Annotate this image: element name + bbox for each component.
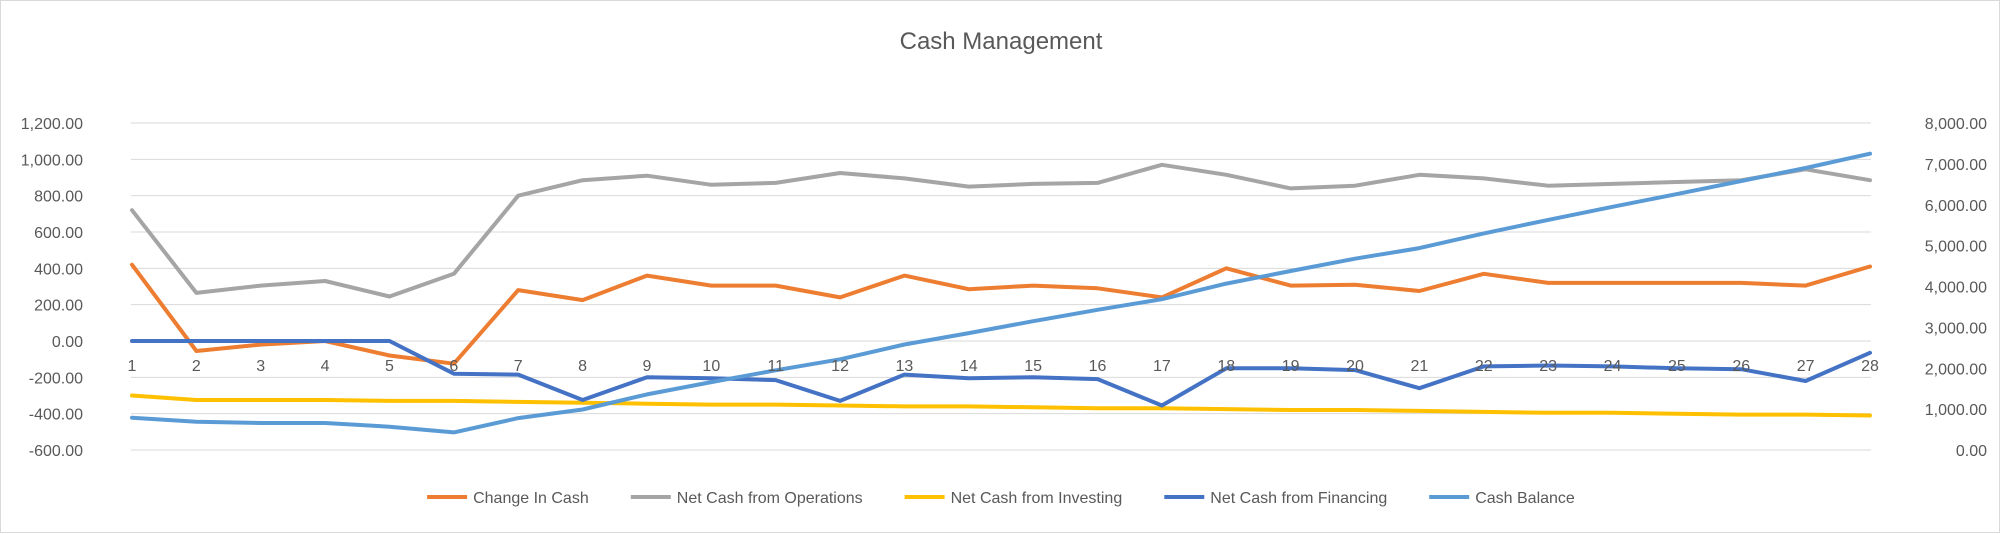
left-tick-label: 1,200.00: [21, 116, 83, 133]
x-tick-label: 7: [514, 358, 523, 375]
x-tick-label: 5: [385, 358, 394, 375]
x-tick-label: 13: [896, 358, 914, 375]
right-tick-label: 0.00: [1956, 443, 1987, 460]
x-tick-label: 10: [702, 358, 720, 375]
x-tick-label: 16: [1089, 358, 1107, 375]
series-line-net-cash-from-financing: [130, 339, 1872, 408]
x-tick-label: 14: [960, 358, 978, 375]
series-line-cash-balance: [130, 151, 1872, 435]
legend-label: Net Cash from Investing: [951, 490, 1123, 507]
x-tick-label: 19: [1282, 358, 1300, 375]
right-tick-label: 3,000.00: [1925, 320, 1987, 337]
legend-label: Change In Cash: [473, 490, 589, 507]
gridlines: [131, 122, 1871, 451]
left-tick-label: -400.00: [29, 407, 83, 424]
legend-item: Cash Balance: [1429, 490, 1575, 507]
x-tick-label: 15: [1024, 358, 1042, 375]
left-tick-label: -600.00: [29, 443, 83, 460]
x-tick-label: 20: [1346, 358, 1364, 375]
left-tick-label: 1,000.00: [21, 152, 83, 169]
left-tick-label: 0.00: [52, 334, 83, 351]
x-tick-label: 4: [321, 358, 330, 375]
series-line-net-cash-from-investing: [130, 393, 1872, 418]
x-tick-label: 23: [1539, 358, 1557, 375]
legend-item: Change In Cash: [427, 490, 589, 507]
x-tick-label: 25: [1668, 358, 1686, 375]
x-tick-label: 8: [578, 358, 587, 375]
x-tick-label: 24: [1604, 358, 1622, 375]
series-line-net-cash-from-operations: [130, 162, 1872, 299]
x-tick-label: 28: [1861, 358, 1879, 375]
x-tick-label: 22: [1475, 358, 1493, 375]
x-tick-label: 26: [1732, 358, 1750, 375]
x-tick-label: 1: [128, 358, 137, 375]
x-axis: 1 2 3 4 5 6 7 8 9 10 11 12 13 14 15 16 17 18 19 20 21 22 23 24 2…: [128, 358, 1879, 375]
right-tick-label: 8,000.00: [1925, 116, 1987, 133]
legend-label: Cash Balance: [1475, 490, 1575, 507]
left-tick-label: 600.00: [34, 225, 83, 242]
series-line-change-in-cash: [130, 262, 1872, 366]
x-tick-label: 6: [449, 358, 458, 375]
x-tick-label: 2: [192, 358, 201, 375]
left-tick-label: 800.00: [34, 189, 83, 206]
left-tick-label: -200.00: [29, 370, 83, 387]
x-tick-label: 27: [1797, 358, 1815, 375]
x-tick-label: 3: [256, 358, 265, 375]
legend-item: Net Cash from Operations: [630, 490, 863, 507]
x-tick-label: 18: [1217, 358, 1235, 375]
right-tick-label: 2,000.00: [1925, 361, 1987, 378]
x-tick-label: 17: [1153, 358, 1171, 375]
x-tick-label: 12: [831, 358, 849, 375]
right-tick-label: 1,000.00: [1925, 402, 1987, 419]
x-tick-label: 21: [1411, 358, 1429, 375]
legend-label: Net Cash from Operations: [677, 490, 863, 507]
right-axis: 0.00 1,000.00 2,000.00 3,000.00 4,000.00 5,00…: [1925, 116, 1987, 460]
right-tick-label: 6,000.00: [1925, 198, 1987, 215]
right-tick-label: 4,000.00: [1925, 280, 1987, 297]
left-tick-label: 200.00: [34, 298, 83, 315]
right-tick-label: 5,000.00: [1925, 239, 1987, 256]
legend-item: Net Cash from Financing: [1164, 490, 1387, 507]
legend: Change In Cash Net Cash from Operations Ne…: [427, 490, 1575, 507]
left-tick-label: 400.00: [34, 261, 83, 278]
legend-item: Net Cash from Investing: [904, 490, 1123, 507]
legend-label: Net Cash from Financing: [1210, 490, 1387, 507]
series-lines: [130, 151, 1872, 435]
left-axis: -600.00 -400.00 -200.00 0.00 200.00 400.00 600…: [21, 116, 83, 460]
x-tick-label: 11: [767, 358, 784, 375]
right-tick-label: 7,000.00: [1925, 157, 1987, 174]
chart-title: Cash Management: [900, 28, 1103, 55]
x-tick-label: 9: [643, 358, 652, 375]
